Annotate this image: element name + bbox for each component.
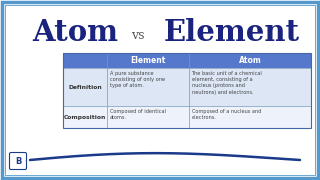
Text: Element: Element: [130, 56, 166, 65]
Bar: [63, 68, 311, 106]
Text: The basic unit of a chemical
element, consisting of a
nucleus (protons and
neutr: The basic unit of a chemical element, co…: [191, 71, 262, 95]
Text: Element: Element: [164, 17, 300, 46]
Text: vs: vs: [131, 28, 145, 42]
Bar: [63, 106, 311, 128]
Text: A pure substance
consisting of only one
type of atom.: A pure substance consisting of only one …: [109, 71, 164, 88]
Text: Definition: Definition: [68, 84, 102, 89]
Text: Atom: Atom: [32, 17, 118, 46]
Bar: [63, 53, 311, 128]
Text: B: B: [15, 156, 21, 165]
Text: Composed of identical
atoms.: Composed of identical atoms.: [109, 109, 165, 120]
Text: Composed of a nucleus and
electrons.: Composed of a nucleus and electrons.: [191, 109, 261, 120]
Text: Composition: Composition: [64, 114, 106, 120]
Bar: [63, 53, 311, 68]
Text: Atom: Atom: [239, 56, 261, 65]
FancyBboxPatch shape: [10, 152, 27, 170]
